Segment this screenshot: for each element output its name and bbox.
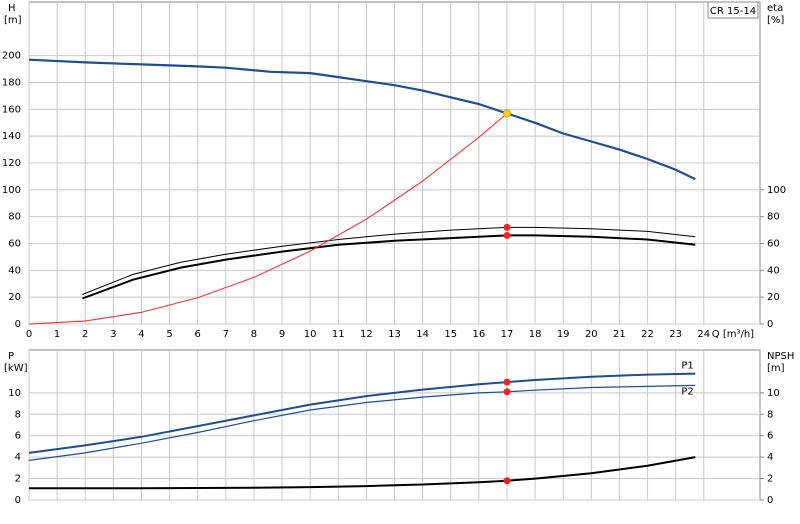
series-label: P1	[681, 361, 693, 372]
operating-point	[503, 378, 511, 386]
operating-point	[503, 231, 511, 239]
y-axis-unit: [m]	[4, 15, 22, 26]
chart-title: CR 15-14	[710, 6, 756, 17]
x-tick-label: 1	[54, 329, 60, 340]
curve	[82, 226, 696, 295]
y-axis-unit: [kW]	[4, 363, 28, 374]
x-tick-label: 4	[138, 329, 144, 340]
operating-point	[503, 477, 511, 485]
y2-tick-label: 10	[767, 388, 780, 399]
y2-axis-unit: [%]	[767, 15, 784, 26]
y2-axis-label: NPSH	[767, 351, 794, 362]
x-tick-label: 2	[82, 329, 88, 340]
x-tick-label: 18	[529, 329, 542, 340]
y2-axis-label: eta	[767, 3, 783, 14]
y-tick-label: 0	[15, 319, 21, 330]
x-tick-label: 7	[223, 329, 229, 340]
x-tick-label: 13	[388, 329, 401, 340]
y-tick-label: 20	[8, 292, 21, 303]
y2-tick-label: 4	[767, 452, 773, 463]
x-tick-label: 10	[304, 329, 317, 340]
y-tick-label: 10	[8, 388, 21, 399]
curve	[29, 456, 696, 490]
curve	[28, 372, 696, 454]
y-tick-label: 8	[15, 409, 21, 420]
x-tick-label: 11	[332, 329, 345, 340]
x-tick-label: 17	[501, 329, 514, 340]
y-tick-label: 80	[8, 212, 21, 223]
x-tick-label: 22	[641, 329, 654, 340]
title-box	[707, 1, 759, 19]
y-axis-label: P	[8, 351, 14, 362]
y2-tick-label: 0	[767, 495, 773, 506]
x-tick-label: 12	[360, 329, 373, 340]
y-tick-label: 160	[2, 104, 21, 115]
y-tick-label: 60	[8, 239, 21, 250]
x-tick-label: 6	[195, 329, 201, 340]
y2-tick-label: 80	[767, 212, 780, 223]
curve	[28, 58, 696, 181]
x-tick-label: 3	[110, 329, 116, 340]
y2-tick-label: 100	[767, 185, 786, 196]
x-tick-label: 16	[472, 329, 485, 340]
curve	[82, 234, 696, 300]
y-tick-label: 180	[2, 78, 21, 89]
x-tick-label: 8	[251, 329, 257, 340]
x-tick-label: 24	[697, 329, 710, 340]
y-tick-label: 4	[15, 452, 21, 463]
y-axis-label: H	[8, 3, 16, 14]
curve	[28, 113, 508, 325]
x-tick-label: 23	[669, 329, 682, 340]
y-tick-label: 120	[2, 158, 21, 169]
x-tick-label: 19	[557, 329, 570, 340]
x-axis-label: Q [m³/h]	[712, 329, 754, 340]
y2-tick-label: 8	[767, 409, 773, 420]
operating-point	[502, 109, 511, 118]
curve	[28, 384, 696, 461]
operating-point	[503, 388, 511, 396]
x-tick-label: 20	[585, 329, 598, 340]
y-tick-label: 140	[2, 131, 21, 142]
x-tick-label: 9	[279, 329, 285, 340]
operating-point	[503, 223, 511, 231]
y2-tick-label: 2	[767, 474, 773, 485]
x-tick-label: 14	[416, 329, 429, 340]
y-tick-label: 6	[15, 431, 21, 442]
x-tick-label: 5	[166, 329, 172, 340]
y-tick-label: 100	[2, 185, 21, 196]
y-tick-label: 0	[15, 495, 21, 506]
series-label: P2	[681, 386, 693, 397]
x-tick-label: 0	[26, 329, 32, 340]
y-tick-label: 2	[15, 474, 21, 485]
y2-tick-label: 6	[767, 431, 773, 442]
x-tick-label: 15	[444, 329, 457, 340]
x-tick-label: 21	[613, 329, 626, 340]
y2-tick-label: 20	[767, 292, 780, 303]
y2-tick-label: 60	[767, 239, 780, 250]
y-tick-label: 40	[8, 265, 21, 276]
y2-tick-label: 0	[767, 319, 773, 330]
y2-tick-label: 40	[767, 265, 780, 276]
y2-axis-unit: [m]	[767, 363, 785, 374]
y-tick-label: 200	[2, 51, 21, 62]
